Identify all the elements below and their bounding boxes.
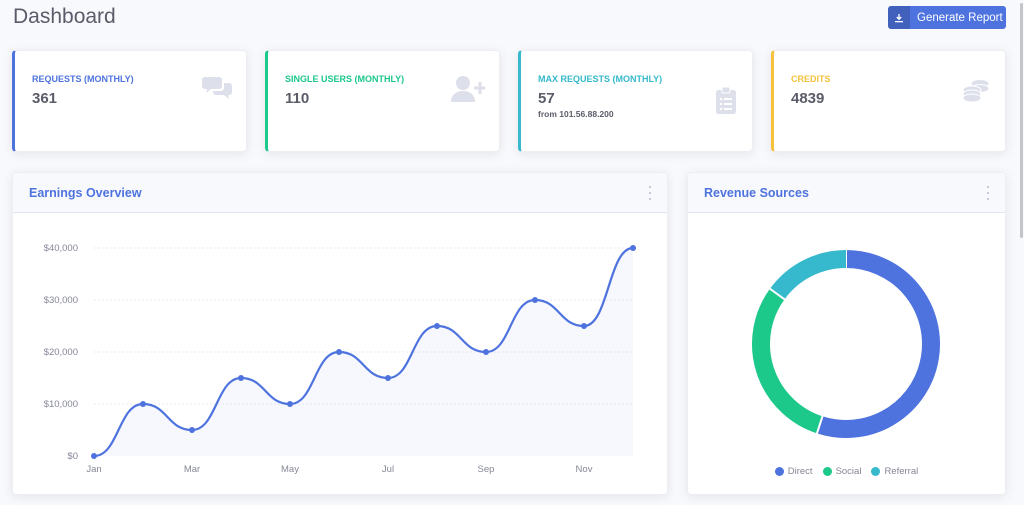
- data-point: [434, 323, 440, 329]
- stat-value: 361: [32, 90, 58, 107]
- data-point: [532, 297, 538, 303]
- card-title: Earnings Overview: [29, 186, 142, 200]
- chart-legend: Direct Social Referral: [688, 466, 1005, 477]
- y-tick-label: $30,000: [44, 295, 78, 306]
- download-icon: [888, 6, 910, 29]
- coins-icon: [962, 79, 990, 108]
- more-options-icon[interactable]: [647, 186, 653, 200]
- more-options-icon[interactable]: [985, 186, 991, 200]
- data-point: [91, 453, 97, 459]
- donut-slice-direct: [816, 250, 940, 438]
- stat-subtext: from 101.56.88.200: [538, 109, 614, 119]
- data-point: [287, 401, 293, 407]
- stat-card-requests: REQUESTS (MONTHLY) 361: [12, 50, 247, 152]
- y-tick-label: $10,000: [44, 399, 78, 410]
- generate-report-label: Generate Report: [917, 11, 1003, 24]
- stat-title: CREDITS: [791, 74, 831, 84]
- card-header: Earnings Overview: [13, 173, 667, 213]
- x-tick-label: Sep: [478, 464, 495, 475]
- generate-report-button[interactable]: Generate Report: [888, 6, 1006, 29]
- data-point: [630, 245, 636, 251]
- earnings-overview-card: Earnings Overview $0 $10,000 $20,000 $30,00…: [12, 172, 668, 495]
- data-point: [385, 375, 391, 381]
- stat-title: SINGLE USERS (MONTHLY): [285, 74, 405, 84]
- x-tick-label: Nov: [576, 464, 593, 475]
- series-line: [93, 246, 634, 458]
- data-point: [238, 375, 244, 381]
- clipboard-icon: [716, 86, 736, 119]
- legend-label: Referral: [884, 466, 919, 477]
- x-tick-label: Jan: [86, 464, 101, 475]
- x-tick-label: Jul: [382, 464, 394, 475]
- card-header: Revenue Sources: [688, 173, 1005, 213]
- donut-slice-social: [752, 288, 823, 434]
- stat-card-credits: CREDITS 4839: [771, 50, 1006, 152]
- stat-card-max-requests: MAX REQUESTS (MONTHLY) 57 from 101.56.88…: [518, 50, 753, 152]
- legend-item-direct[interactable]: Direct: [774, 466, 813, 477]
- y-tick-label: $0: [67, 451, 78, 462]
- data-point: [336, 349, 342, 355]
- comments-icon: [202, 75, 232, 106]
- y-tick-label: $20,000: [44, 347, 78, 358]
- stat-title: MAX REQUESTS (MONTHLY): [538, 74, 663, 84]
- revenue-donut-chart: [752, 249, 940, 438]
- legend-label: Direct: [787, 466, 813, 477]
- card-title: Revenue Sources: [704, 186, 809, 200]
- user-plus-icon: [451, 75, 486, 108]
- legend-item-referral[interactable]: Referral: [871, 466, 918, 477]
- y-tick-label: $40,000: [44, 243, 78, 254]
- stat-value: 57: [538, 90, 555, 107]
- legend-label: Social: [835, 466, 862, 477]
- x-tick-label: May: [281, 464, 299, 475]
- stat-title: REQUESTS (MONTHLY): [32, 74, 134, 84]
- revenue-sources-card: Revenue Sources Direct Social Referral: [687, 172, 1006, 495]
- data-point: [189, 427, 195, 433]
- page-title: Dashboard: [13, 5, 116, 28]
- page-scrollbar[interactable]: [1020, 3, 1023, 238]
- stat-value: 4839: [791, 90, 825, 107]
- donut-slice-referral: [769, 250, 847, 300]
- legend-item-social[interactable]: Social: [822, 466, 862, 477]
- stat-card-single-users: SINGLE USERS (MONTHLY) 110: [265, 50, 500, 152]
- stat-value: 110: [285, 90, 310, 107]
- area-fill: [94, 248, 633, 456]
- slice-separator: [815, 415, 824, 435]
- data-point: [140, 401, 146, 407]
- earnings-area-chart: $0 $10,000 $20,000 $30,000 $40,000 Jan Mar May J…: [44, 243, 636, 475]
- x-tick-label: Mar: [184, 464, 200, 475]
- data-point: [581, 323, 587, 329]
- data-point: [483, 349, 489, 355]
- slice-separator: [768, 287, 786, 301]
